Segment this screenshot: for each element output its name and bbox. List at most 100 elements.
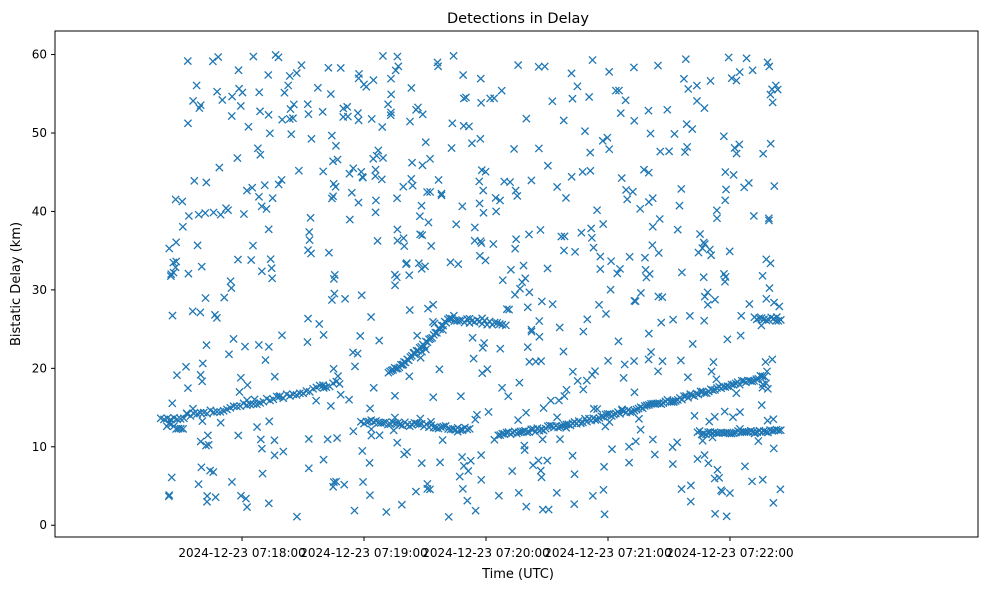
- data-point: [197, 463, 206, 472]
- data-point: [761, 427, 770, 436]
- data-point: [648, 222, 657, 231]
- data-point: [416, 414, 425, 423]
- data-point: [688, 339, 697, 348]
- data-point: [686, 481, 695, 490]
- data-point: [358, 446, 367, 456]
- data-point: [703, 300, 712, 309]
- data-point: [710, 295, 720, 304]
- data-point: [243, 503, 252, 512]
- data-point: [510, 144, 519, 154]
- data-point: [324, 63, 333, 72]
- data-point: [429, 300, 438, 309]
- data-point: [306, 249, 316, 258]
- data-point: [579, 385, 588, 394]
- data-point: [729, 429, 738, 438]
- data-point: [735, 140, 744, 149]
- data-point: [613, 269, 622, 278]
- data-point: [630, 356, 639, 366]
- data-point: [514, 488, 523, 497]
- y-tick-label: 10: [32, 440, 47, 454]
- data-point: [447, 143, 456, 153]
- data-point: [350, 362, 360, 371]
- data-point: [229, 402, 238, 411]
- data-point: [452, 220, 461, 229]
- x-tick-label: 2024-12-23 07:21:00: [544, 546, 671, 560]
- data-point: [411, 487, 421, 496]
- data-point: [523, 303, 532, 312]
- data-point: [708, 386, 717, 395]
- data-point: [323, 435, 332, 444]
- data-point: [725, 488, 734, 498]
- data-point: [735, 68, 744, 77]
- data-point: [477, 475, 486, 484]
- data-point: [190, 176, 199, 185]
- data-point: [464, 466, 473, 476]
- data-point: [573, 376, 582, 386]
- data-point: [523, 343, 532, 352]
- data-point: [636, 425, 645, 434]
- data-point: [333, 433, 342, 443]
- data-point: [644, 106, 653, 115]
- data-point: [537, 297, 546, 306]
- data-point: [623, 195, 632, 204]
- data-point: [471, 506, 480, 515]
- data-point: [369, 76, 378, 85]
- data-point: [209, 408, 218, 417]
- data-point: [202, 497, 212, 506]
- data-point: [243, 381, 252, 390]
- data-point: [407, 83, 416, 93]
- data-point: [367, 431, 376, 440]
- data-point: [196, 408, 205, 417]
- data-point: [596, 264, 605, 274]
- data-point: [683, 142, 692, 152]
- data-point: [527, 176, 536, 185]
- data-point: [591, 415, 600, 424]
- data-point: [448, 119, 457, 128]
- data-point: [374, 146, 383, 155]
- data-point: [345, 215, 354, 224]
- y-tick-label: 20: [32, 361, 47, 375]
- data-point: [196, 437, 205, 446]
- data-point: [459, 70, 468, 80]
- data-point: [254, 192, 263, 201]
- data-point: [614, 86, 624, 95]
- data-point: [543, 264, 552, 273]
- data-point: [178, 222, 187, 231]
- data-point: [680, 147, 690, 157]
- data-point: [630, 116, 639, 125]
- data-point: [386, 108, 395, 117]
- data-point: [171, 195, 180, 204]
- data-point: [596, 252, 605, 261]
- data-point: [614, 337, 623, 346]
- data-point: [748, 66, 757, 75]
- data-point: [673, 225, 682, 234]
- data-point: [326, 89, 335, 99]
- data-point: [721, 196, 730, 205]
- data-point: [686, 497, 695, 506]
- data-point: [522, 114, 531, 123]
- data-point: [559, 246, 569, 255]
- data-point: [745, 299, 754, 309]
- data-point: [774, 426, 783, 435]
- data-point: [759, 149, 768, 158]
- data-point: [274, 180, 283, 189]
- data-point: [468, 333, 477, 342]
- data-point: [234, 431, 243, 440]
- data-point: [382, 507, 391, 517]
- data-point: [333, 372, 343, 381]
- data-point: [349, 164, 358, 173]
- data-point: [762, 255, 771, 264]
- data-point: [544, 505, 553, 514]
- data-point: [396, 420, 405, 429]
- data-point: [466, 456, 475, 465]
- data-point: [648, 194, 657, 203]
- data-point: [527, 425, 536, 434]
- data-point: [671, 396, 680, 405]
- data-point: [234, 66, 243, 75]
- data-point: [248, 183, 257, 192]
- data-point: [378, 122, 387, 132]
- data-point: [427, 241, 436, 251]
- data-point: [250, 395, 259, 404]
- data-point: [632, 405, 641, 414]
- data-point: [476, 134, 485, 143]
